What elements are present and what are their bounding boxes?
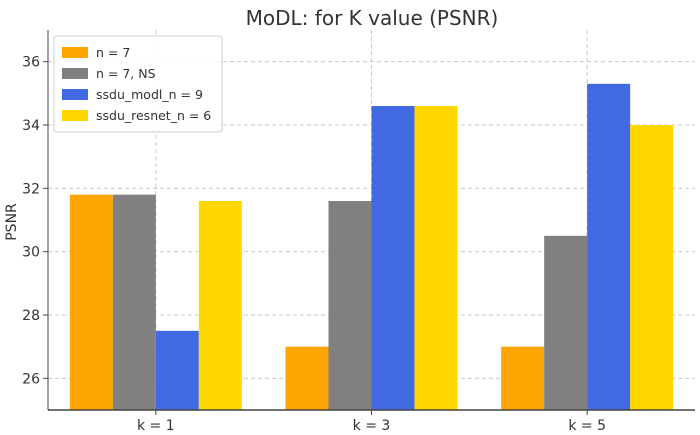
y-tick-label: 34 — [22, 118, 40, 134]
bar-2-1 — [112, 194, 156, 410]
bar-3-2 — [371, 106, 415, 410]
legend-label: n = 7, NS — [96, 66, 156, 81]
bars — [69, 83, 674, 410]
legend-label: n = 7 — [96, 45, 130, 60]
bar-2-2 — [328, 201, 372, 410]
legend-swatch — [62, 47, 88, 58]
x-tick-label: k = 5 — [568, 418, 606, 434]
x-tick-label: k = 1 — [137, 418, 175, 434]
legend-label: ssdu_modl_n = 9 — [96, 87, 203, 102]
x-tick-label: k = 3 — [353, 418, 391, 434]
legend-label: ssdu_resnet_n = 6 — [96, 108, 211, 123]
y-tick-label: 26 — [22, 371, 40, 387]
bar-4-1 — [198, 201, 242, 410]
bar-3-3 — [587, 83, 631, 410]
y-tick-label: 28 — [22, 308, 40, 324]
legend: n = 7 n = 7, NS ssdu_modl_n = 9 ssdu_resnet… — [53, 35, 223, 133]
y-tick-label: 32 — [22, 181, 40, 197]
bar-2-3 — [544, 235, 588, 410]
bar-1-1 — [69, 194, 113, 410]
bar-4-3 — [630, 125, 674, 410]
y-tick-label: 30 — [22, 245, 40, 261]
legend-swatch — [62, 89, 88, 100]
bar-3-1 — [155, 330, 199, 410]
chart-title: MoDL: for K value (PSNR) — [246, 6, 499, 30]
bar-4-2 — [414, 106, 458, 410]
legend-box — [53, 35, 223, 133]
legend-swatch — [62, 68, 88, 79]
y-tick-label: 36 — [22, 55, 40, 71]
axes: 26 28 30 32 34 36 k = 1 k = 3 k = 5 — [22, 30, 695, 434]
bar-1-3 — [501, 346, 545, 410]
bar-1-2 — [285, 346, 329, 410]
legend-swatch — [62, 110, 88, 121]
y-axis-label: PSNR — [4, 203, 20, 241]
